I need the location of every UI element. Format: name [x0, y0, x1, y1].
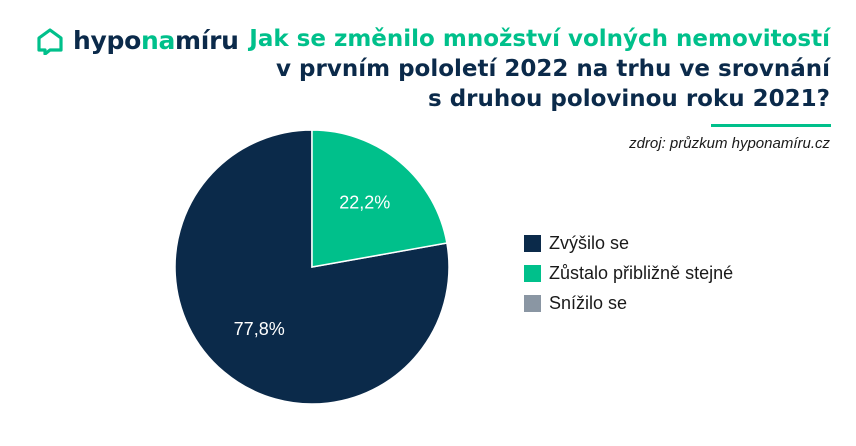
legend-label-decreased: Snížilo se — [549, 292, 628, 313]
legend-swatch-same — [524, 264, 541, 282]
chart-title-line-2: v prvním pololetí 2022 na trhu ve srovná… — [276, 56, 830, 82]
legend-item-decreased: Snížilo se — [524, 288, 733, 318]
pie-label-same: 22,2% — [339, 193, 390, 213]
house-chat-icon — [37, 27, 63, 55]
pie-slice-same — [311, 129, 448, 268]
chart-legend: Zvýšilo se Zůstalo přibližně stejné Sníž… — [524, 228, 733, 318]
brand-name: hyponamíru — [73, 26, 239, 55]
legend-label-increased: Zvýšilo se — [549, 232, 630, 253]
pie-labels: 77,8% 22,2% — [234, 193, 391, 339]
legend-item-same: Zůstalo přibližně stejné — [524, 258, 733, 288]
brand-name-part2: na — [140, 26, 176, 55]
legend-swatch-decreased — [524, 294, 541, 312]
brand-name-part1: hypo — [73, 26, 141, 55]
pie-label-increased: 77,8% — [234, 319, 285, 339]
chart-title-line-1: Jak se změnilo množství volných nemovito… — [249, 26, 830, 52]
brand-logo: hyponamíru — [36, 26, 239, 55]
chart-title-line-3: s druhou polovinou roku 2021? — [428, 86, 830, 112]
source-note: zdroj: průzkum hyponamíru.cz — [629, 135, 830, 152]
legend-swatch-increased — [524, 234, 541, 252]
brand-name-part3: míru — [175, 26, 239, 55]
legend-item-increased: Zvýšilo se — [524, 228, 733, 258]
chart-title: Jak se změnilo množství volných nemovito… — [230, 24, 830, 114]
pie-slices — [174, 129, 450, 405]
legend-label-same: Zůstalo přibližně stejné — [549, 262, 734, 283]
title-underline — [711, 124, 831, 127]
